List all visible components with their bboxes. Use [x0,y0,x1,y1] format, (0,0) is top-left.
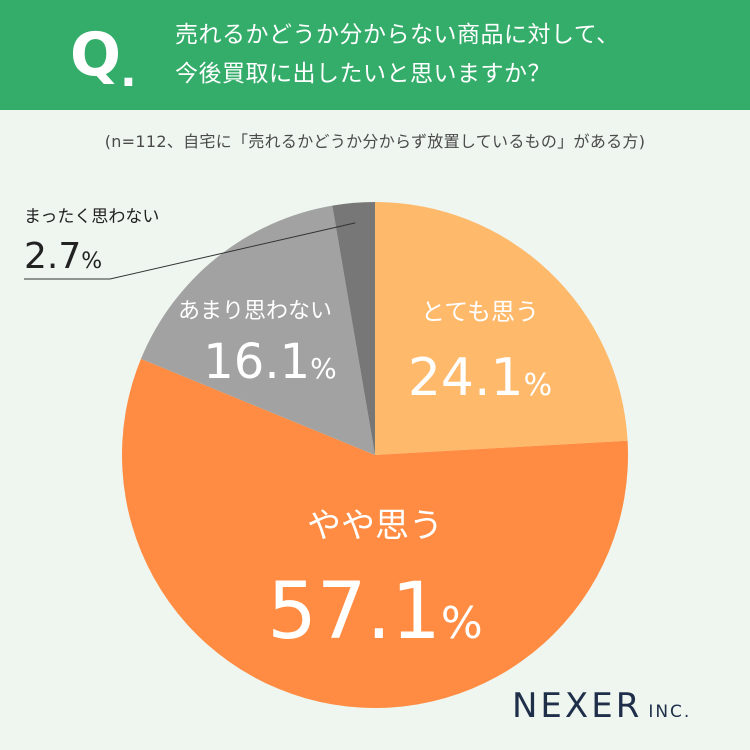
logo-main: NEXER [512,686,643,726]
nexer-logo: NEXER INC. [512,686,742,726]
q-mark: Q . [70,20,160,97]
slice-value-label: 2.7% [24,236,102,277]
slice-category-label: とても思う [421,298,539,326]
question-line-2: 今後買取に出したいと思いますか？ [175,61,551,87]
question-header: Q . 売れるかどうか分からない商品に対して、 今後買取に出したいと思いますか？ [0,0,750,110]
q-letter: Q [70,20,122,90]
sample-note: (n=112、自宅に「売れるかどうか分からず放置しているもの」がある方) [104,132,646,151]
slice-mattaku [332,202,375,455]
slice-value-label: 24.1% [408,348,552,408]
slice-value-label: 57.1% [267,567,482,657]
question-line-1: 売れるかどうか分からない商品に対して、 [175,22,620,48]
slice-category-label: あまり思わない [178,299,332,324]
leader-line [24,222,356,280]
question-text: 売れるかどうか分からない商品に対して、 今後買取に出したいと思いますか？ [175,16,735,94]
slice-category-label: まったく思わない [24,207,159,227]
slice-totemo [375,202,628,455]
slice-yaya [122,358,628,708]
logo-sub: INC. [648,702,692,722]
q-dot: . [120,46,137,97]
slice-amari [140,205,375,455]
slice-value-label: 16.1% [203,334,336,390]
slice-category-label: やや思う [307,506,443,546]
